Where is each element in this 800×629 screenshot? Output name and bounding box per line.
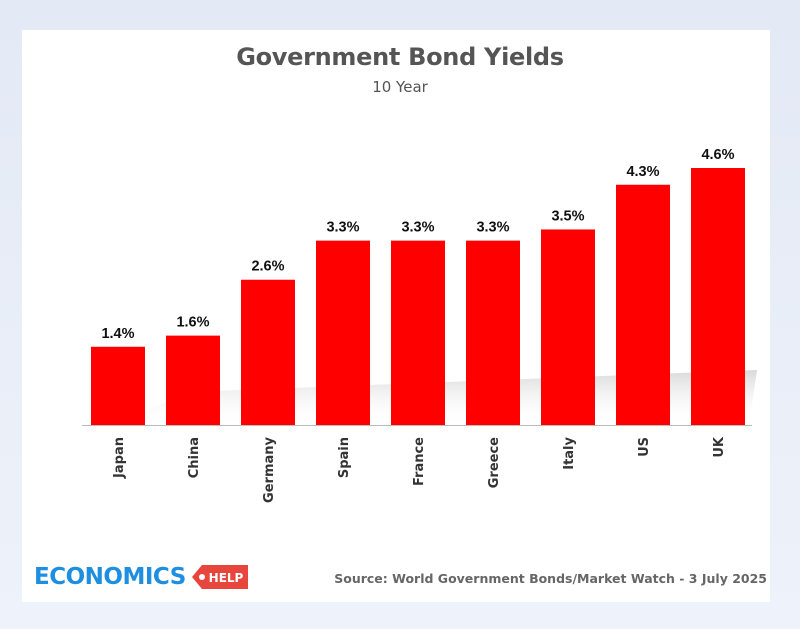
data-label-italy: 3.5% (551, 208, 584, 224)
x-tick-label-spain: Spain (337, 437, 352, 478)
bar-spain (316, 240, 370, 425)
bar-japan (91, 346, 145, 425)
price-tag-icon: HELP (191, 565, 248, 589)
bar-italy (541, 229, 595, 425)
bar-france (391, 240, 445, 425)
bar-us (616, 184, 670, 425)
bar-china (166, 335, 220, 425)
economics-help-logo: ECONOMICS HELP (34, 560, 252, 594)
x-tick-label-italy: Italy (562, 436, 577, 469)
data-label-china: 1.6% (176, 315, 209, 331)
data-label-us: 4.3% (626, 164, 659, 180)
x-tick-label-uk: UK (712, 436, 727, 458)
x-tick-label-france: France (412, 437, 427, 486)
data-label-greece: 3.3% (476, 220, 509, 236)
data-label-germany: 2.6% (251, 259, 284, 275)
x-tick-label-us: US (637, 437, 652, 457)
logo-tag: HELP (190, 562, 252, 592)
logo-tag-text: HELP (208, 571, 243, 585)
x-tick-label-greece: Greece (487, 437, 502, 488)
data-label-uk: 4.6% (701, 147, 734, 163)
source-note: Source: World Government Bonds/Market Wa… (334, 571, 767, 586)
chart-subtitle: 10 Year (372, 78, 428, 96)
data-label-france: 3.3% (401, 220, 434, 236)
data-label-japan: 1.4% (101, 326, 134, 342)
x-tick-label-japan: Japan (112, 437, 127, 479)
x-tick-label-china: China (187, 437, 202, 478)
chart-title: Government Bond Yields (236, 43, 564, 71)
bar-greece (466, 240, 520, 425)
logo-word: ECONOMICS (34, 564, 186, 590)
x-tick-label-germany: Germany (262, 436, 277, 502)
bar-germany (241, 279, 295, 425)
bar-uk (691, 168, 745, 425)
data-label-spain: 3.3% (326, 220, 359, 236)
